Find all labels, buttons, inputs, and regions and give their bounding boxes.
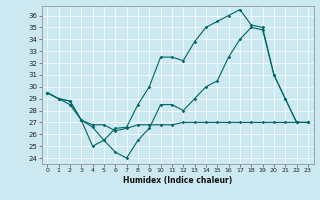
X-axis label: Humidex (Indice chaleur): Humidex (Indice chaleur)	[123, 176, 232, 185]
